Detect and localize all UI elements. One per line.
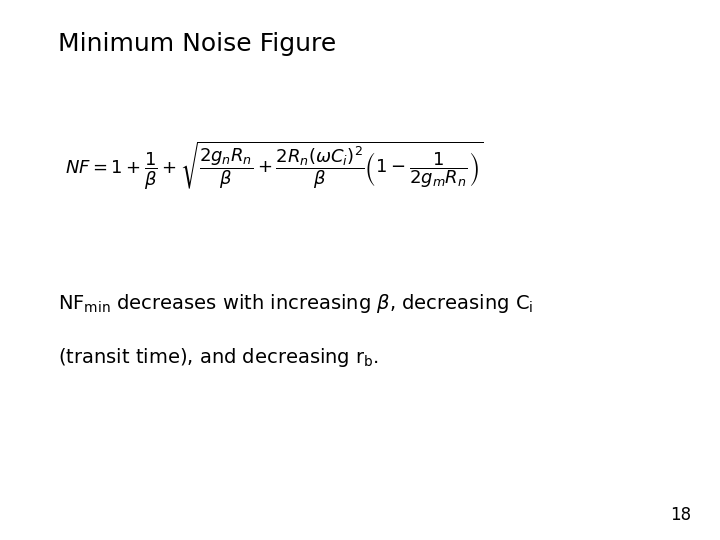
Text: 18: 18 (670, 506, 691, 524)
Text: NF$_{\mathrm{min}}$ decreases with increasing $\beta$, decreasing C$_{\mathrm{i}: NF$_{\mathrm{min}}$ decreases with incre… (58, 292, 533, 315)
Text: Minimum Noise Figure: Minimum Noise Figure (58, 32, 336, 56)
Text: $\mathit{NF} = 1 + \dfrac{1}{\beta} + \sqrt{\dfrac{2g_n R_n}{\beta} + \dfrac{2R_: $\mathit{NF} = 1 + \dfrac{1}{\beta} + \s… (65, 140, 483, 192)
Text: (transit time), and decreasing r$_{\mathrm{b}}$.: (transit time), and decreasing r$_{\math… (58, 346, 379, 369)
